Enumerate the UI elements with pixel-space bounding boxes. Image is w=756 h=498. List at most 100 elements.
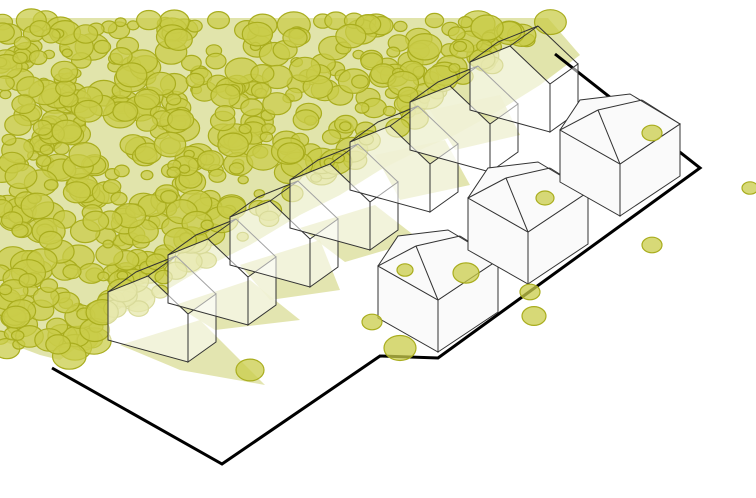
tree-canopy bbox=[39, 278, 59, 293]
tree-canopy bbox=[210, 83, 241, 108]
tree-canopy bbox=[447, 26, 466, 41]
tree-canopy bbox=[185, 72, 205, 89]
tree-canopy bbox=[235, 358, 265, 382]
tree-canopy bbox=[240, 98, 264, 117]
large-house bbox=[559, 93, 681, 217]
tree-canopy bbox=[11, 223, 29, 238]
large-house-hip bbox=[597, 109, 621, 165]
tree-canopy bbox=[200, 219, 214, 231]
tree-canopy bbox=[180, 54, 202, 72]
tree-canopy bbox=[382, 105, 396, 117]
tree-canopy bbox=[521, 306, 547, 327]
tree-canopy bbox=[53, 142, 70, 156]
tree-canopy bbox=[18, 273, 38, 288]
tree-canopy bbox=[259, 131, 274, 143]
tree-canopy bbox=[535, 190, 555, 206]
tree-canopy bbox=[335, 23, 367, 49]
tree-canopy bbox=[338, 121, 352, 132]
tree-canopy bbox=[39, 144, 54, 156]
tree-canopy bbox=[135, 114, 158, 132]
tree-canopy bbox=[741, 181, 756, 195]
tree-canopy bbox=[292, 109, 320, 131]
tree-canopy bbox=[1, 133, 17, 146]
tree-canopy bbox=[133, 88, 161, 110]
tree-canopy bbox=[396, 263, 414, 277]
tree-canopy bbox=[97, 271, 110, 282]
tree-canopy bbox=[82, 210, 110, 232]
tree-canopy bbox=[4, 114, 32, 136]
tree-canopy bbox=[393, 20, 408, 33]
tree-canopy bbox=[361, 313, 383, 331]
tree-canopy bbox=[38, 230, 63, 250]
tree-canopy bbox=[153, 131, 187, 158]
tree-canopy bbox=[28, 50, 48, 66]
large-house-ridge bbox=[505, 167, 551, 179]
tree-canopy bbox=[13, 36, 32, 51]
house-roof-back bbox=[167, 218, 237, 256]
tree-canopy bbox=[167, 109, 195, 131]
tree-canopy bbox=[0, 89, 12, 100]
tree-canopy bbox=[114, 17, 127, 28]
tree-canopy bbox=[113, 164, 130, 178]
tree-canopy bbox=[11, 94, 36, 115]
large-house-roof bbox=[559, 93, 681, 165]
tree-canopy bbox=[250, 63, 275, 84]
tree-canopy bbox=[397, 86, 419, 104]
tree-canopy bbox=[354, 101, 370, 114]
house-front-face bbox=[167, 238, 249, 326]
tree-canopy bbox=[160, 189, 178, 204]
tree-canopy bbox=[237, 175, 249, 185]
large-house-ridge bbox=[415, 235, 461, 247]
tree-canopy bbox=[112, 101, 139, 122]
tree-canopy bbox=[166, 166, 181, 179]
tree-canopy bbox=[73, 99, 103, 123]
tree-canopy bbox=[519, 283, 541, 301]
house-roof-back bbox=[409, 65, 479, 103]
tree-canopy bbox=[43, 178, 59, 191]
tree-canopy bbox=[10, 330, 25, 341]
tree-canopy bbox=[262, 92, 292, 116]
tree-canopy bbox=[50, 60, 79, 83]
tree-canopy bbox=[102, 239, 114, 249]
large-house-hip bbox=[559, 109, 599, 131]
tree-canopy bbox=[205, 52, 227, 70]
tree-canopy bbox=[448, 63, 461, 73]
tree-canopy bbox=[214, 104, 236, 122]
tree-canopy bbox=[140, 169, 154, 181]
house-front-face bbox=[469, 45, 551, 133]
large-house-ridge bbox=[597, 99, 643, 111]
houses-group bbox=[107, 25, 681, 363]
house-roof-back bbox=[289, 143, 359, 181]
tree-canopy bbox=[145, 253, 167, 271]
house-roof-edge bbox=[537, 25, 579, 65]
tree-canopy bbox=[282, 27, 308, 48]
tree-canopy bbox=[164, 28, 193, 51]
large-house-hip bbox=[467, 177, 507, 199]
house-roof-back bbox=[229, 180, 299, 218]
tree-canopy bbox=[102, 179, 122, 194]
tree-canopy bbox=[641, 124, 663, 142]
tree-canopy bbox=[641, 236, 663, 254]
tree-canopy bbox=[386, 46, 401, 58]
tree-canopy bbox=[452, 40, 468, 53]
tree-canopy bbox=[45, 334, 71, 355]
tree-canopy bbox=[110, 191, 128, 206]
house-roof-back bbox=[107, 255, 177, 293]
tree-canopy bbox=[16, 76, 45, 99]
house-roof-back bbox=[349, 105, 419, 143]
large-house bbox=[467, 161, 589, 285]
tree-canopy bbox=[61, 48, 73, 58]
tree-canopy bbox=[351, 74, 369, 89]
tree-canopy bbox=[288, 56, 321, 83]
tree-canopy bbox=[457, 16, 473, 29]
tree-canopy bbox=[277, 142, 305, 164]
tree-canopy bbox=[178, 164, 191, 174]
tree-canopy bbox=[20, 192, 55, 220]
tree-canopy bbox=[0, 75, 15, 92]
tree-canopy bbox=[73, 24, 99, 44]
house-ridge bbox=[509, 25, 539, 47]
tree-canopy bbox=[470, 14, 504, 41]
tree-canopy bbox=[62, 181, 92, 204]
large-house-hip bbox=[505, 177, 529, 233]
